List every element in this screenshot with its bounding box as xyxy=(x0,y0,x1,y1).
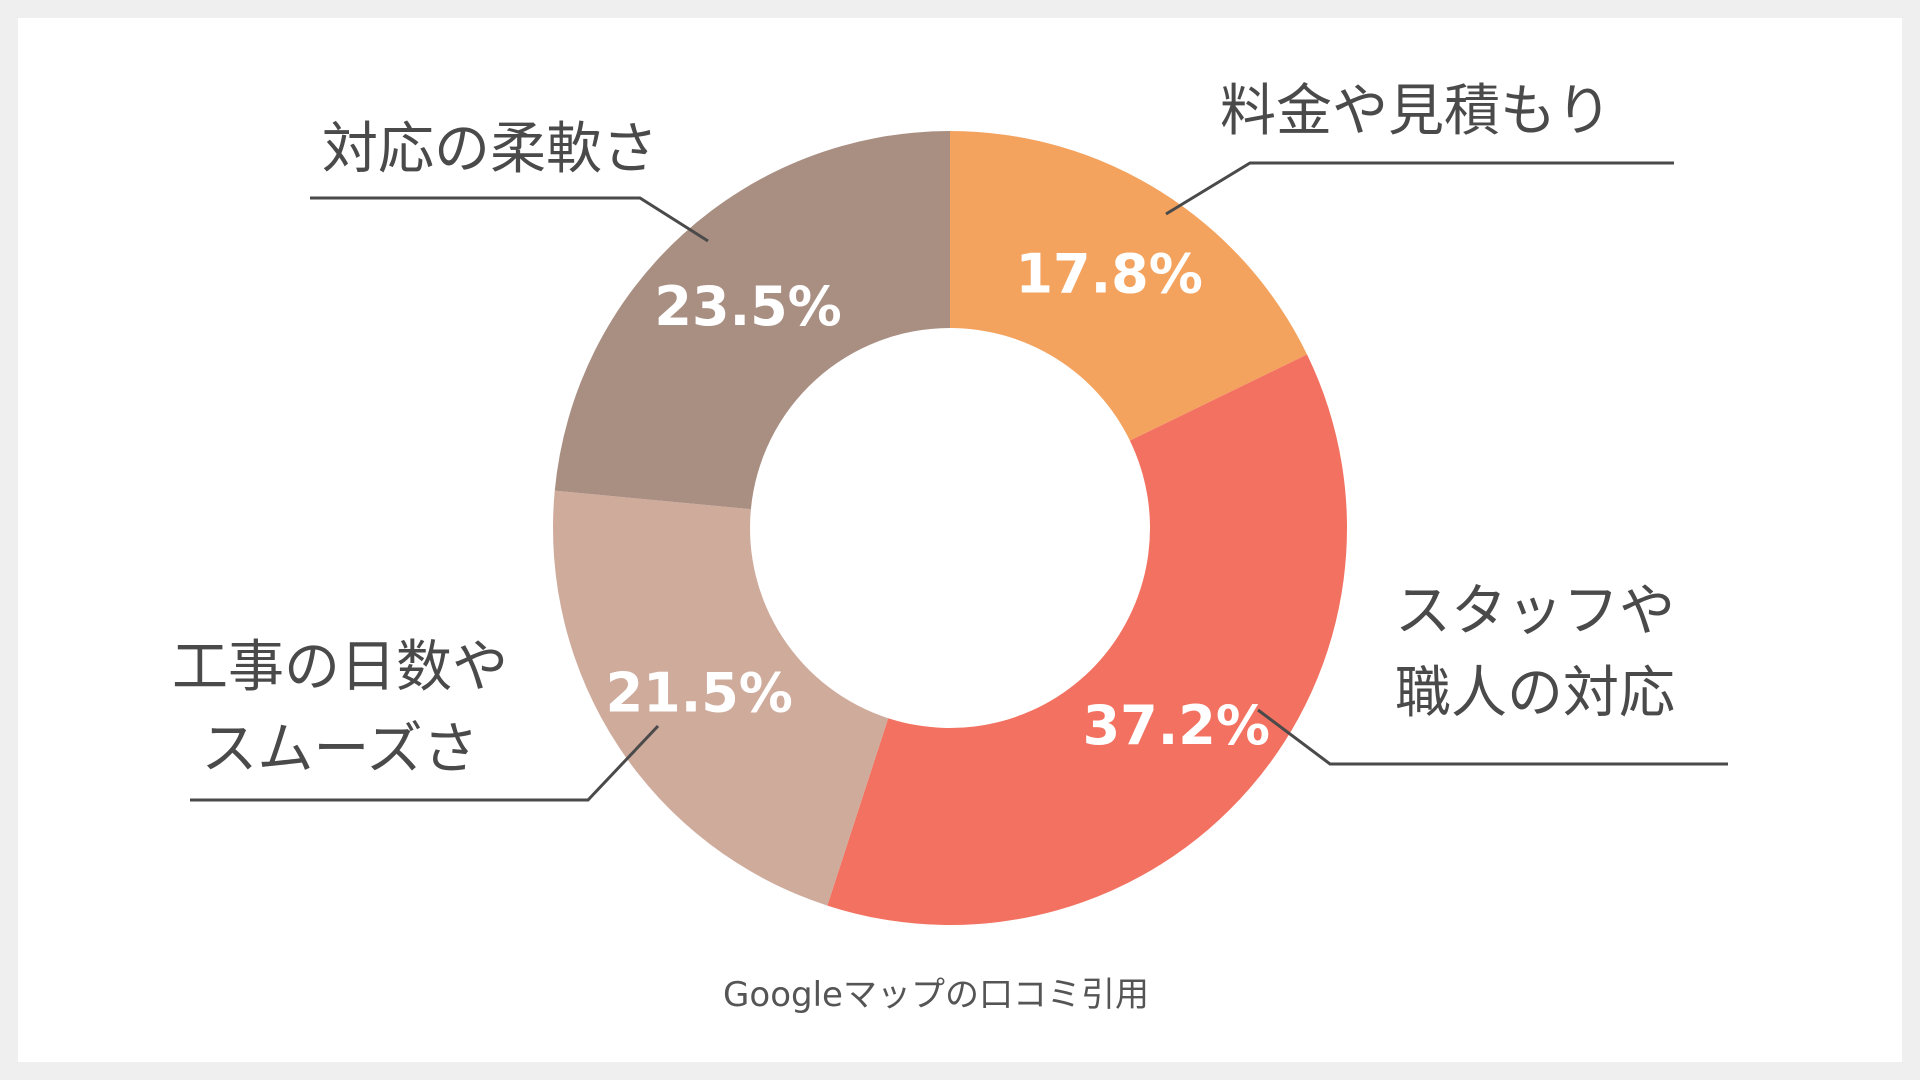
category-label-3: 工事の日数やスムーズさ xyxy=(172,635,508,782)
category-label-line: 工事の日数や xyxy=(172,635,508,700)
category-label-4: 対応の柔軟さ xyxy=(322,117,658,182)
slice-対応の柔軟さ xyxy=(554,131,950,510)
slice-料金や見積もり xyxy=(950,131,1308,441)
chart-card: 17.8% 37.2% 21.5% 23.5% 料金や見積もりスタッフや職人の対応 工事… xyxy=(18,18,1902,1062)
slice-スタッフや職人の対応 xyxy=(827,354,1347,926)
category-label-line: スタッフや xyxy=(1395,579,1675,644)
slices-group xyxy=(553,131,1347,926)
leader-lines-group xyxy=(190,161,1728,802)
slice-工事の日数やスムーズさ xyxy=(553,490,889,906)
value-label-2: 37.2% xyxy=(1083,694,1270,757)
value-labels-group: 17.8% 37.2% 21.5% 23.5% xyxy=(606,243,1270,757)
category-label-line: 対応の柔軟さ xyxy=(322,117,658,182)
leader-line-3 xyxy=(190,724,660,802)
category-label-line: スムーズさ xyxy=(201,717,478,782)
value-label-1: 17.8% xyxy=(1015,243,1202,306)
category-label-2: スタッフや職人の対応 xyxy=(1395,579,1675,726)
leader-line-1 xyxy=(1165,161,1674,216)
category-label-1: 料金や見積もり xyxy=(1220,79,1612,144)
category-label-line: 職人の対応 xyxy=(1395,661,1675,726)
value-label-3: 21.5% xyxy=(606,662,793,725)
leader-line-2 xyxy=(1257,708,1728,766)
chart-caption: Googleマップの口コミ引用 xyxy=(723,975,1149,1015)
leader-line-4 xyxy=(310,196,709,243)
value-label-4: 23.5% xyxy=(654,275,841,338)
category-label-line: 料金や見積もり xyxy=(1220,79,1612,144)
